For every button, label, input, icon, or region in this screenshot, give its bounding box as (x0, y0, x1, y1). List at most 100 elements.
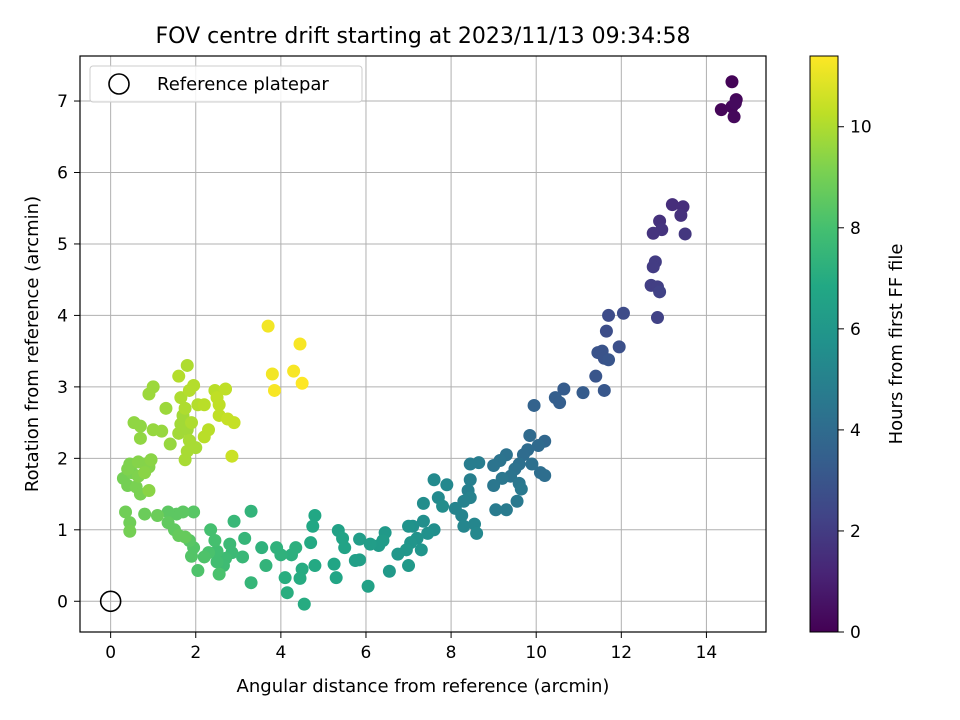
data-point (163, 437, 177, 451)
data-point (589, 369, 603, 383)
data-point (499, 503, 513, 517)
data-point (553, 396, 567, 410)
data-point (133, 419, 147, 433)
data-point (297, 597, 311, 611)
data-point (227, 514, 241, 528)
colorbar-tick-label: 4 (850, 421, 861, 441)
y-tick-label: 5 (57, 235, 68, 255)
data-point (487, 478, 501, 492)
data-point (463, 457, 477, 471)
y-tick-label: 6 (57, 163, 68, 183)
data-point (197, 398, 211, 412)
y-tick-label: 0 (57, 592, 68, 612)
x-tick-label: 12 (610, 643, 632, 663)
data-point (727, 110, 741, 124)
data-point (650, 311, 664, 325)
data-point (306, 519, 320, 533)
legend-box (89, 65, 363, 103)
data-point (436, 499, 450, 513)
data-point (402, 559, 416, 573)
data-point (414, 543, 428, 557)
x-tick-label: 2 (190, 643, 201, 663)
colorbar-ticks: 0 2 4 6 8 10 (838, 118, 872, 643)
data-point (187, 505, 201, 519)
x-tick-label: 8 (446, 643, 457, 663)
data-point (236, 550, 250, 564)
data-point (391, 547, 405, 561)
data-point (348, 554, 362, 568)
data-point (161, 505, 175, 519)
data-point (138, 466, 152, 480)
colorbar-tick-label: 0 (850, 623, 861, 643)
data-point (244, 576, 258, 590)
y-tick-label: 3 (57, 378, 68, 398)
data-point (180, 358, 194, 372)
data-point (599, 324, 613, 338)
data-point (308, 509, 322, 523)
y-tick-label: 2 (57, 449, 68, 469)
data-point (255, 541, 269, 555)
data-point (463, 473, 477, 487)
data-point (267, 383, 281, 397)
data-point (225, 449, 239, 463)
colorbar-label: Hours from first FF file (886, 244, 907, 445)
data-point (329, 571, 343, 585)
data-point (308, 559, 322, 573)
data-point (293, 571, 307, 585)
data-point (259, 559, 273, 573)
x-tick-label: 10 (525, 643, 547, 663)
data-point (155, 424, 169, 438)
data-point (133, 431, 147, 445)
data-point (172, 369, 186, 383)
data-point (538, 468, 552, 482)
data-point (714, 103, 728, 117)
plot-frame (79, 55, 767, 633)
data-point (238, 531, 252, 545)
colorbar-tick-label: 6 (850, 320, 861, 340)
y-axis-ticks: 0 1 2 3 4 5 6 7 (57, 92, 80, 612)
data-point (191, 564, 205, 578)
data-point (674, 208, 688, 222)
data-point (287, 364, 301, 378)
data-point (208, 534, 222, 548)
data-point (119, 505, 133, 519)
data-point (527, 398, 541, 412)
data-point (142, 484, 156, 498)
colorbar (809, 55, 839, 633)
data-point (523, 428, 537, 442)
data-point (293, 337, 307, 351)
data-point (653, 285, 667, 299)
data-point (612, 340, 626, 354)
data-point (123, 524, 137, 538)
data-point (187, 378, 201, 392)
data-point (261, 319, 275, 333)
data-point (270, 541, 284, 555)
scatter-points (99, 75, 743, 613)
x-tick-label: 0 (105, 643, 116, 663)
data-point (557, 382, 571, 396)
data-point (197, 430, 211, 444)
colorbar-tick-label: 8 (850, 219, 861, 239)
chart-title: FOV centre drift starting at 2023/11/13 … (156, 24, 691, 49)
data-point (197, 550, 211, 564)
x-axis-ticks: 0 2 4 6 8 10 12 14 (105, 632, 717, 663)
data-point (204, 523, 218, 537)
x-tick-label: 6 (361, 643, 372, 663)
data-point (138, 507, 152, 521)
data-point (184, 416, 198, 430)
data-point (576, 386, 590, 400)
data-point (159, 401, 173, 415)
data-point (616, 306, 630, 320)
data-point (212, 398, 226, 412)
data-point (265, 367, 279, 381)
data-point (416, 496, 430, 510)
data-point (457, 519, 471, 533)
data-point (278, 571, 292, 585)
data-point (531, 438, 545, 452)
y-tick-label: 1 (57, 521, 68, 541)
data-point (327, 557, 341, 571)
data-point (210, 555, 224, 569)
reference-point (99, 590, 122, 613)
data-point (457, 494, 471, 508)
